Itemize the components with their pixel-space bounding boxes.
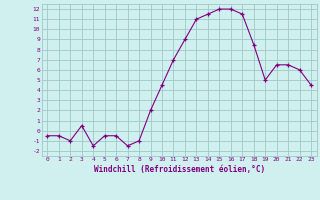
X-axis label: Windchill (Refroidissement éolien,°C): Windchill (Refroidissement éolien,°C) <box>94 165 265 174</box>
